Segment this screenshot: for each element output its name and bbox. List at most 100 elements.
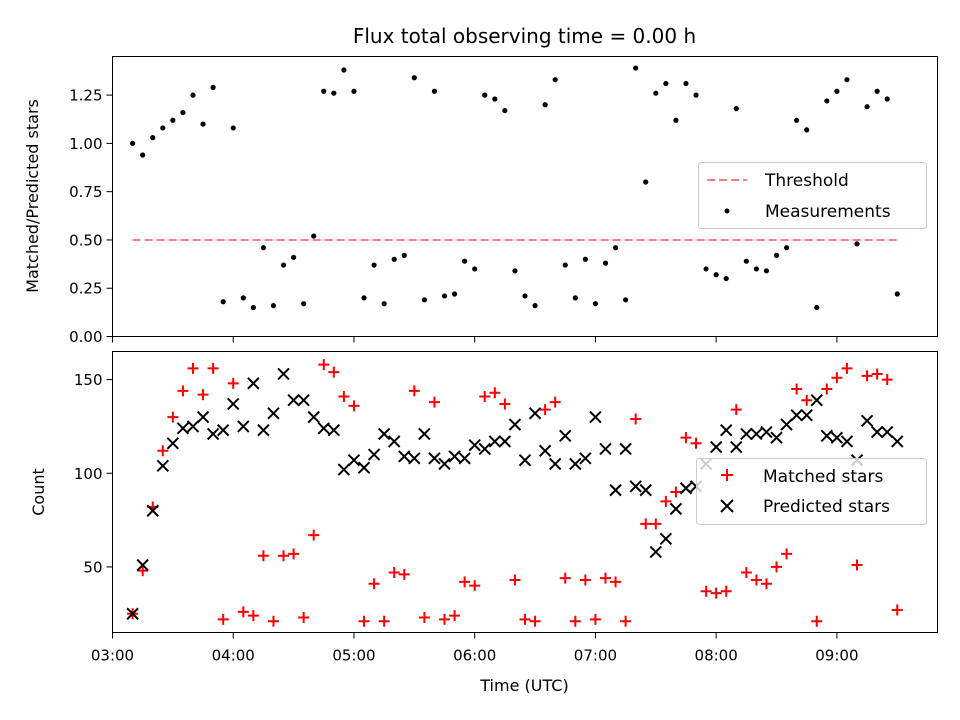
predicted-star-point (790, 408, 803, 422)
measurement-point (824, 98, 830, 104)
predicted-star-point (387, 435, 401, 448)
matched-star-point (237, 606, 249, 618)
measurement-point (351, 88, 357, 94)
matched-star-point (680, 432, 692, 444)
matched-star-point (539, 404, 551, 416)
matched-star-point (227, 377, 239, 389)
top-yticks: 0.00 0.25 0.50 0.75 1.00 1.25 (69, 87, 113, 346)
measurement-point (270, 303, 277, 309)
top-legend: Threshold Measurements (698, 162, 927, 229)
measurement-point (150, 135, 156, 141)
matched-star-point (499, 398, 511, 410)
predicted-star-point (538, 444, 552, 457)
predicted-star-point (468, 438, 481, 452)
matched-star-point (519, 613, 531, 625)
matched-star-point (720, 585, 732, 597)
predicted-star-point (649, 545, 663, 559)
predicted-star-point (488, 435, 502, 448)
matched-star-point (388, 567, 400, 579)
predicted-star-point (528, 407, 542, 420)
measurement-point (160, 125, 166, 131)
matched-legend-label: Matched stars (763, 467, 883, 487)
predicted-star-point (891, 435, 904, 448)
bottom-ytick-label: 100 (74, 465, 103, 483)
matched-star-point (348, 400, 360, 412)
predicted-star-point (780, 418, 793, 431)
matched-star-point (549, 396, 561, 408)
matched-star-point (479, 390, 491, 402)
matched-star-point (257, 550, 269, 562)
matched-star-point (267, 615, 279, 627)
measurement-point (864, 104, 870, 110)
measurement-point (240, 295, 246, 301)
measurement-point (773, 252, 780, 258)
matched-star-point (569, 615, 581, 627)
matched-star-point (640, 518, 652, 530)
measurement-point (290, 254, 297, 260)
top-ylabel: Matched/Predicted stars (23, 99, 42, 293)
predicted-star-point (438, 457, 451, 471)
predicted-star-point (136, 558, 149, 572)
predicted-star-point (740, 427, 753, 441)
measurement-point (311, 233, 317, 239)
matched-star-point (620, 615, 632, 627)
measurement-point (441, 293, 448, 299)
measurement-point (431, 88, 438, 94)
matched-star-point (247, 610, 259, 622)
matched-star-point (881, 374, 893, 386)
predicted-star-point (146, 504, 159, 517)
measurement-point (592, 301, 599, 307)
measurement-point (482, 92, 488, 98)
bottom-plot-frame (112, 351, 938, 633)
measurement-point (180, 109, 186, 116)
predicted-star-point (126, 607, 139, 620)
matched-legend-swatch (721, 469, 733, 481)
measurement-point (542, 102, 548, 108)
measurement-point (230, 125, 236, 131)
measurement-point (804, 127, 810, 133)
predicted-star-point (709, 440, 723, 454)
measurement-point (854, 241, 860, 247)
measurement-point (170, 117, 176, 123)
measurement-point (371, 262, 377, 268)
measurement-point (623, 297, 629, 303)
bottom-xticks: 03:00 04:00 05:00 06:00 07:00 08:00 09:00 (91, 632, 859, 665)
matched-star-point (167, 411, 179, 423)
bottom-xtick-label: 09:00 (815, 647, 858, 665)
measurement-point (200, 121, 206, 127)
predicted-star-point (166, 437, 180, 450)
measurement-point (602, 260, 609, 266)
bottom-ytick-label: 50 (83, 558, 102, 576)
predicted-star-point (730, 440, 743, 454)
predicted-star-point (870, 425, 884, 439)
matched-star-point (489, 387, 501, 399)
matched-star-point (700, 585, 712, 597)
matched-star-point (740, 567, 752, 579)
threshold-legend-label: Threshold (764, 171, 849, 191)
measurement-point (794, 117, 800, 123)
predicted-star-point (448, 450, 461, 463)
predicted-star-point (347, 453, 361, 467)
measurements-legend-swatch (724, 208, 730, 214)
predicted-star-point (609, 483, 622, 497)
predicted-legend-label: Predicted stars (763, 497, 890, 517)
bottom-legend: Matched stars Predicted stars (696, 458, 927, 525)
measurement-point (321, 88, 327, 94)
measurement-point (260, 245, 267, 251)
matched-star-point (610, 576, 622, 588)
measurement-point (814, 304, 820, 311)
measurement-point (280, 262, 287, 268)
predicted-star-point (760, 425, 773, 439)
predicted-star-point (377, 427, 391, 441)
matched-star-point (328, 366, 340, 378)
measurement-point (884, 96, 890, 102)
predicted-star-point (659, 532, 673, 546)
top-marks (130, 65, 900, 311)
measurement-point (743, 258, 749, 264)
matched-star-point (599, 572, 611, 584)
predicted-star-point (508, 418, 522, 431)
bottom-xtick-label: 05:00 (332, 647, 375, 665)
predicted-star-point (579, 452, 592, 465)
measurements-legend-label: Measurements (765, 202, 891, 222)
